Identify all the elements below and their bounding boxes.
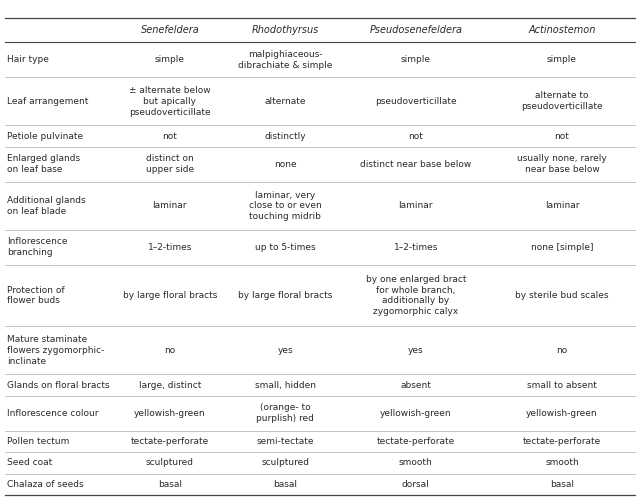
- Text: (orange- to
purplish) red: (orange- to purplish) red: [256, 403, 314, 423]
- Text: by sterile bud scales: by sterile bud scales: [515, 291, 609, 300]
- Text: laminar: laminar: [153, 201, 187, 210]
- Text: tectate-perforate: tectate-perforate: [131, 437, 209, 446]
- Text: Rhodothyrsus: Rhodothyrsus: [252, 25, 318, 35]
- Text: yes: yes: [277, 346, 293, 355]
- Text: not: not: [408, 132, 424, 141]
- Text: large, distinct: large, distinct: [139, 381, 201, 390]
- Text: no: no: [164, 346, 175, 355]
- Text: yes: yes: [408, 346, 424, 355]
- Text: Petiole pulvinate: Petiole pulvinate: [7, 132, 83, 141]
- Text: Actinostemon: Actinostemon: [528, 25, 596, 35]
- Text: alternate to
pseudoverticillate: alternate to pseudoverticillate: [521, 92, 603, 111]
- Text: distinct near base below: distinct near base below: [361, 160, 471, 169]
- Text: simple: simple: [155, 55, 185, 65]
- Text: tectate-perforate: tectate-perforate: [523, 437, 601, 446]
- Text: up to 5-times: up to 5-times: [255, 243, 315, 252]
- Text: no: no: [556, 346, 568, 355]
- Text: Inflorescence colour: Inflorescence colour: [7, 409, 99, 418]
- Text: yellowish-green: yellowish-green: [380, 409, 452, 418]
- Text: yellowish-green: yellowish-green: [526, 409, 598, 418]
- Text: Protection of
flower buds: Protection of flower buds: [7, 286, 64, 305]
- Text: malpighiaceous-
dibrachiate & simple: malpighiaceous- dibrachiate & simple: [238, 50, 333, 70]
- Text: smooth: smooth: [399, 458, 433, 467]
- Text: basal: basal: [273, 480, 297, 489]
- Text: Seed coat: Seed coat: [7, 458, 52, 467]
- Text: usually none, rarely
near base below: usually none, rarely near base below: [517, 154, 607, 174]
- Text: ± alternate below
but apically
pseudoverticillate: ± alternate below but apically pseudover…: [129, 86, 211, 116]
- Text: alternate: alternate: [264, 97, 306, 106]
- Text: dorsal: dorsal: [402, 480, 430, 489]
- Text: Enlarged glands
on leaf base: Enlarged glands on leaf base: [7, 154, 80, 174]
- Text: semi-tectate: semi-tectate: [256, 437, 314, 446]
- Text: Glands on floral bracts: Glands on floral bracts: [7, 381, 110, 390]
- Text: distinctly: distinctly: [264, 132, 306, 141]
- Text: not: not: [555, 132, 569, 141]
- Text: Pseudosenefeldera: Pseudosenefeldera: [369, 25, 462, 35]
- Text: Additional glands
on leaf blade: Additional glands on leaf blade: [7, 196, 85, 216]
- Text: basal: basal: [550, 480, 574, 489]
- Text: absent: absent: [401, 381, 431, 390]
- Text: 1–2-times: 1–2-times: [148, 243, 192, 252]
- Text: Inflorescence
branching: Inflorescence branching: [7, 237, 68, 257]
- Text: simple: simple: [401, 55, 431, 65]
- Text: by large floral bracts: by large floral bracts: [123, 291, 217, 300]
- Text: laminar, very
close to or even
touching midrib: laminar, very close to or even touching …: [249, 191, 322, 221]
- Text: laminar: laminar: [545, 201, 579, 210]
- Text: small, hidden: small, hidden: [255, 381, 315, 390]
- Text: Leaf arrangement: Leaf arrangement: [7, 97, 89, 106]
- Text: simple: simple: [547, 55, 577, 65]
- Text: distinct on
upper side: distinct on upper side: [146, 154, 194, 174]
- Text: tectate-perforate: tectate-perforate: [376, 437, 455, 446]
- Text: pseudoverticillate: pseudoverticillate: [375, 97, 457, 106]
- Text: Hair type: Hair type: [7, 55, 49, 65]
- Text: Chalaza of seeds: Chalaza of seeds: [7, 480, 83, 489]
- Text: sculptured: sculptured: [261, 458, 309, 467]
- Text: small to absent: small to absent: [527, 381, 597, 390]
- Text: Pollen tectum: Pollen tectum: [7, 437, 69, 446]
- Text: not: not: [162, 132, 177, 141]
- Text: sculptured: sculptured: [146, 458, 194, 467]
- Text: by large floral bracts: by large floral bracts: [238, 291, 333, 300]
- Text: Mature staminate
flowers zygomorphic-
inclinate: Mature staminate flowers zygomorphic- in…: [7, 335, 104, 365]
- Text: by one enlarged bract
for whole branch,
additionally by
zygomorphic calyx: by one enlarged bract for whole branch, …: [366, 275, 466, 316]
- Text: basal: basal: [158, 480, 182, 489]
- Text: none: none: [274, 160, 296, 169]
- Text: yellowish-green: yellowish-green: [134, 409, 206, 418]
- Text: Senefeldera: Senefeldera: [141, 25, 199, 35]
- Text: smooth: smooth: [545, 458, 579, 467]
- Text: 1–2-times: 1–2-times: [394, 243, 438, 252]
- Text: laminar: laminar: [399, 201, 433, 210]
- Text: none [simple]: none [simple]: [531, 243, 593, 252]
